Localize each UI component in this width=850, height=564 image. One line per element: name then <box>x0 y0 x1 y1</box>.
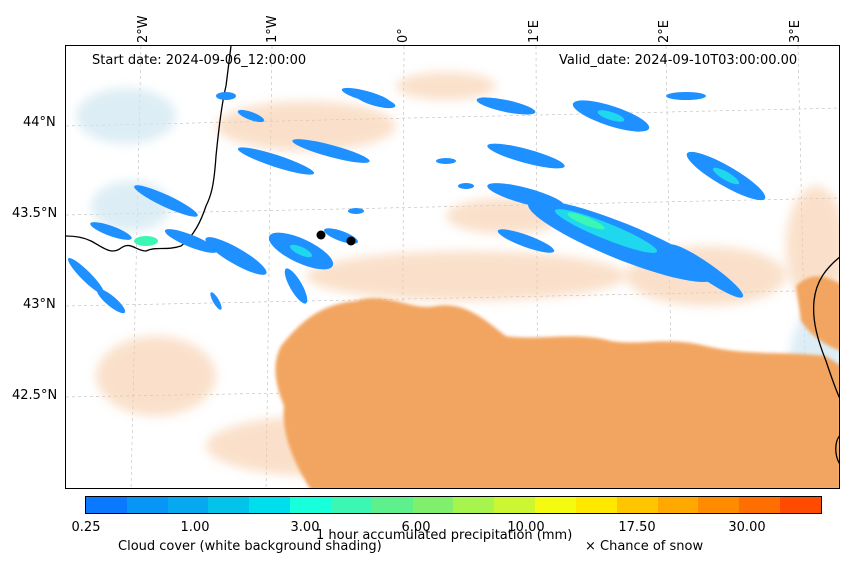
colorbar-swatch <box>616 497 658 513</box>
colorbar-swatch <box>535 497 576 513</box>
lat-label: 43.5°N <box>12 206 58 221</box>
lon-label: 2°E <box>657 20 672 43</box>
colorbar-tick: 17.50 <box>618 520 656 535</box>
colorbar-swatch <box>330 497 372 513</box>
station-marker <box>346 236 356 246</box>
colorbar-swatch <box>698 497 740 513</box>
colorbar-swatch <box>780 497 821 513</box>
colorbar-tick: 10.00 <box>507 520 545 535</box>
colorbar-swatch <box>657 497 699 513</box>
colorbar-label: 1 hour accumulated precipitation (mm) <box>316 528 573 543</box>
map-panel <box>65 45 840 489</box>
cloud-cover-legend: Cloud cover (white background shading) <box>118 539 382 554</box>
cloud-cover-shading <box>275 276 839 488</box>
station-marker <box>316 230 326 240</box>
colorbar-tick: 6.00 <box>401 520 431 535</box>
colorbar-tick: 3.00 <box>290 520 320 535</box>
colorbar-swatch <box>126 497 168 513</box>
station-markers <box>316 230 356 246</box>
lat-label: 44°N <box>23 115 56 130</box>
lat-label: 43°N <box>23 297 56 312</box>
precipitation <box>67 87 766 314</box>
colorbar-tick: 1.00 <box>180 520 210 535</box>
colorbar-swatch <box>494 497 536 513</box>
colorbar-swatch <box>412 497 454 513</box>
colorbar-swatch <box>575 497 617 513</box>
lon-label: 3°E <box>788 20 803 43</box>
colorbar <box>85 496 822 514</box>
lon-label: 1°E <box>527 20 542 43</box>
coastline <box>66 46 839 464</box>
lon-label: 0° <box>396 28 411 43</box>
map-canvas <box>66 46 839 488</box>
colorbar-swatch <box>167 497 209 513</box>
lat-label: 42.5°N <box>12 388 58 403</box>
valid-date: Valid_date: 2024-09-10T03:00:00.00 <box>559 53 798 68</box>
colorbar-swatch <box>371 497 413 513</box>
start-date: Start date: 2024-09-06_12:00:00 <box>92 53 307 68</box>
colorbar-swatch <box>208 497 250 513</box>
colorbar-swatch <box>86 497 127 513</box>
lon-label: 1°W <box>265 15 280 43</box>
colorbar-swatch <box>249 497 291 513</box>
colorbar-tick: 30.00 <box>728 520 766 535</box>
colorbar-swatch <box>739 497 781 513</box>
colorbar-tick: 0.25 <box>71 520 101 535</box>
snow-legend: × Chance of snow <box>585 539 704 554</box>
colorbar-swatch <box>453 497 495 513</box>
colorbar-swatch <box>290 497 331 513</box>
lon-label: 2°W <box>136 15 151 43</box>
